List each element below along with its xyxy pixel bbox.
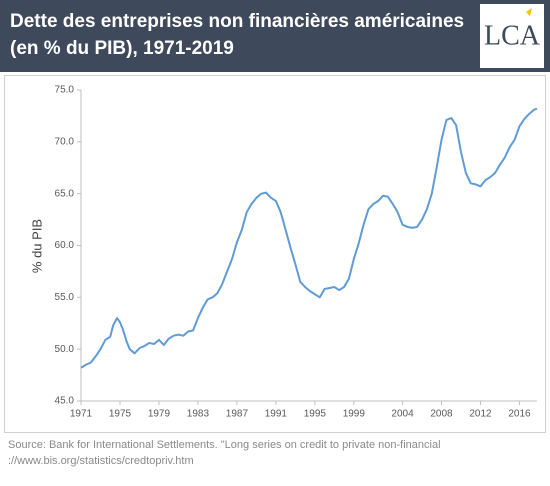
x-tick-label: 2004 bbox=[391, 409, 414, 420]
x-tick-label: 2008 bbox=[430, 409, 453, 420]
y-tick-label: 70.0 bbox=[55, 136, 75, 147]
chart-title: (en % du PIB), 1971-2019 bbox=[10, 38, 234, 59]
y-axis-label: % du PIB bbox=[29, 219, 44, 273]
y-tick-label: 50.0 bbox=[55, 344, 75, 355]
x-tick-label: 1995 bbox=[304, 409, 327, 420]
y-tick-label: 55.0 bbox=[55, 292, 75, 303]
x-tick-label: 2016 bbox=[508, 409, 531, 420]
logo: LCA bbox=[484, 20, 541, 51]
x-tick-label: 1971 bbox=[70, 409, 93, 420]
x-tick-label: 1983 bbox=[187, 409, 210, 420]
logo-box bbox=[480, 4, 544, 68]
x-tick-label: 1999 bbox=[343, 409, 366, 420]
x-tick-label: 1987 bbox=[226, 409, 249, 420]
y-tick-label: 75.0 bbox=[55, 85, 75, 96]
chart-frame bbox=[4, 75, 546, 433]
chart-title: Dette des entreprises non financières am… bbox=[10, 11, 464, 32]
y-tick-label: 60.0 bbox=[55, 240, 75, 251]
data-line bbox=[80, 107, 538, 369]
source: ://www.bis.org/statistics/credtopriv.htm bbox=[8, 455, 194, 467]
x-tick-label: 1975 bbox=[109, 409, 132, 420]
y-tick-label: 45.0 bbox=[55, 396, 75, 407]
header bbox=[0, 0, 550, 72]
logo-accent bbox=[526, 8, 532, 16]
x-tick-label: 1991 bbox=[265, 409, 288, 420]
x-tick-label: 2012 bbox=[469, 409, 492, 420]
x-tick-label: 1979 bbox=[148, 409, 171, 420]
source: Source: Bank for International Settlemen… bbox=[8, 439, 441, 451]
y-tick-label: 65.0 bbox=[55, 188, 75, 199]
